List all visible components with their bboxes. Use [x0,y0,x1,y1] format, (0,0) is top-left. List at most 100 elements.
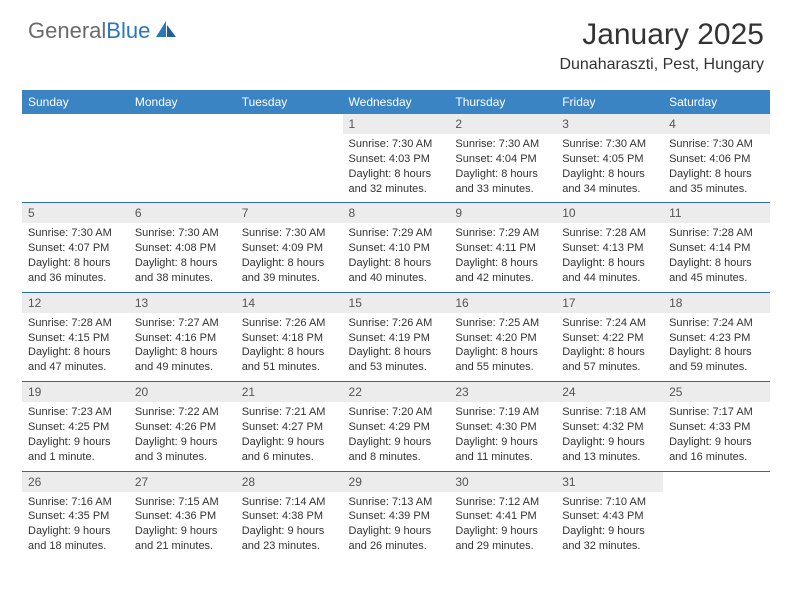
calendar-cell [22,114,129,203]
day-body: Sunrise: 7:12 AMSunset: 4:41 PMDaylight:… [449,492,556,560]
sunset-line: Sunset: 4:10 PM [349,241,444,256]
calendar-head: Sunday Monday Tuesday Wednesday Thursday… [22,90,770,114]
sunrise-line: Sunrise: 7:15 AM [135,495,230,510]
calendar-cell: 5 Sunrise: 7:30 AMSunset: 4:07 PMDaylight… [22,203,129,292]
sunset-line: Sunset: 4:29 PM [349,420,444,435]
day1-line: Daylight: 8 hours [455,345,550,360]
calendar-row: 5Sunrise: 7:30 AMSunset: 4:07 PMDaylight… [22,203,770,292]
calendar-cell: 2Sunrise: 7:30 AMSunset: 4:04 PMDaylight… [449,114,556,203]
logo-part1: General [28,18,106,43]
day2-line: and 40 minutes. [349,271,444,286]
day2-line: and 13 minutes. [562,450,657,465]
calendar-cell: 18Sunrise: 7:24 AMSunset: 4:23 PMDayligh… [663,292,770,381]
sunset-line: Sunset: 4:27 PM [242,420,337,435]
day2-line: and 38 minutes. [135,271,230,286]
calendar-table: Sunday Monday Tuesday Wednesday Thursday… [22,90,770,560]
day2-line: and 36 minutes. [28,271,123,286]
sunrise-line: Sunrise: 7:28 AM [669,226,764,241]
day-body: Sunrise: 7:30 AMSunset: 4:05 PMDaylight:… [556,134,663,202]
day-body: Sunrise: 7:20 AMSunset: 4:29 PMDaylight:… [343,402,450,470]
logo-text: GeneralBlue [28,18,150,44]
day2-line: and 47 minutes. [28,360,123,375]
day-body: Sunrise: 7:27 AMSunset: 4:16 PMDaylight:… [129,313,236,381]
day-body: Sunrise: 7:14 AMSunset: 4:38 PMDaylight:… [236,492,343,560]
day-body: Sunrise: 7:15 AMSunset: 4:36 PMDaylight:… [129,492,236,560]
calendar-cell: 25Sunrise: 7:17 AMSunset: 4:33 PMDayligh… [663,382,770,471]
day-body: Sunrise: 7:23 AMSunset: 4:25 PMDaylight:… [22,402,129,470]
calendar-cell: 3Sunrise: 7:30 AMSunset: 4:05 PMDaylight… [556,114,663,203]
sunset-line: Sunset: 4:07 PM [28,241,123,256]
day2-line: and 32 minutes. [562,539,657,554]
day-number: 9 [449,203,556,223]
day2-line: and 6 minutes. [242,450,337,465]
day1-line: Daylight: 8 hours [455,167,550,182]
day1-line: Daylight: 8 hours [28,256,123,271]
sunrise-line: Sunrise: 7:25 AM [455,316,550,331]
day-body: Sunrise: 7:17 AMSunset: 4:33 PMDaylight:… [663,402,770,470]
weekday-header: Sunday [22,90,129,114]
calendar-cell: 9Sunrise: 7:29 AMSunset: 4:11 PMDaylight… [449,203,556,292]
calendar-cell: 8Sunrise: 7:29 AMSunset: 4:10 PMDaylight… [343,203,450,292]
day-number: 26 [22,472,129,492]
day-body: Sunrise: 7:30 AMSunset: 4:09 PMDaylight:… [236,223,343,291]
day-body: Sunrise: 7:10 AMSunset: 4:43 PMDaylight:… [556,492,663,560]
month-title: January 2025 [559,18,764,52]
day-body: Sunrise: 7:25 AMSunset: 4:20 PMDaylight:… [449,313,556,381]
sunset-line: Sunset: 4:25 PM [28,420,123,435]
day-number: 3 [556,114,663,134]
day-number: 1 [343,114,450,134]
day-body: Sunrise: 7:24 AMSunset: 4:23 PMDaylight:… [663,313,770,381]
sunrise-line: Sunrise: 7:29 AM [349,226,444,241]
sunrise-line: Sunrise: 7:30 AM [242,226,337,241]
day2-line: and 44 minutes. [562,271,657,286]
calendar-cell: 26Sunrise: 7:16 AMSunset: 4:35 PMDayligh… [22,471,129,560]
day-number: 20 [129,382,236,402]
sunrise-line: Sunrise: 7:26 AM [242,316,337,331]
day-number: 19 [22,382,129,402]
sunrise-line: Sunrise: 7:30 AM [28,226,123,241]
day2-line: and 18 minutes. [28,539,123,554]
day2-line: and 1 minute. [28,450,123,465]
sunrise-line: Sunrise: 7:24 AM [669,316,764,331]
sunrise-line: Sunrise: 7:12 AM [455,495,550,510]
day-body: Sunrise: 7:30 AMSunset: 4:04 PMDaylight:… [449,134,556,202]
calendar-row: 26Sunrise: 7:16 AMSunset: 4:35 PMDayligh… [22,471,770,560]
day-number: 30 [449,472,556,492]
day-body: Sunrise: 7:29 AMSunset: 4:11 PMDaylight:… [449,223,556,291]
day2-line: and 3 minutes. [135,450,230,465]
calendar-cell: 1Sunrise: 7:30 AMSunset: 4:03 PMDaylight… [343,114,450,203]
calendar-cell: 15Sunrise: 7:26 AMSunset: 4:19 PMDayligh… [343,292,450,381]
location: Dunaharaszti, Pest, Hungary [559,56,764,74]
day-body: Sunrise: 7:28 AMSunset: 4:13 PMDaylight:… [556,223,663,291]
sunrise-line: Sunrise: 7:13 AM [349,495,444,510]
day2-line: and 42 minutes. [455,271,550,286]
day1-line: Daylight: 9 hours [455,524,550,539]
calendar-cell: 7Sunrise: 7:30 AMSunset: 4:09 PMDaylight… [236,203,343,292]
day-body: Sunrise: 7:22 AMSunset: 4:26 PMDaylight:… [129,402,236,470]
sunset-line: Sunset: 4:15 PM [28,331,123,346]
sunrise-line: Sunrise: 7:29 AM [455,226,550,241]
day2-line: and 51 minutes. [242,360,337,375]
day-number: 7 [236,203,343,223]
calendar-cell: 19Sunrise: 7:23 AMSunset: 4:25 PMDayligh… [22,382,129,471]
day1-line: Daylight: 8 hours [562,256,657,271]
day-body: Sunrise: 7:30 AMSunset: 4:08 PMDaylight:… [129,223,236,291]
day-body: Sunrise: 7:30 AMSunset: 4:06 PMDaylight:… [663,134,770,202]
day-body: Sunrise: 7:19 AMSunset: 4:30 PMDaylight:… [449,402,556,470]
day1-line: Daylight: 9 hours [28,435,123,450]
sunrise-line: Sunrise: 7:18 AM [562,405,657,420]
calendar-cell: 10Sunrise: 7:28 AMSunset: 4:13 PMDayligh… [556,203,663,292]
calendar-cell: 16Sunrise: 7:25 AMSunset: 4:20 PMDayligh… [449,292,556,381]
weekday-header: Wednesday [343,90,450,114]
calendar-cell: 27Sunrise: 7:15 AMSunset: 4:36 PMDayligh… [129,471,236,560]
day1-line: Daylight: 8 hours [349,345,444,360]
day-number: 5 [22,203,129,223]
calendar-cell: 11Sunrise: 7:28 AMSunset: 4:14 PMDayligh… [663,203,770,292]
sunset-line: Sunset: 4:43 PM [562,509,657,524]
sunset-line: Sunset: 4:38 PM [242,509,337,524]
sunrise-line: Sunrise: 7:27 AM [135,316,230,331]
calendar-cell: 17Sunrise: 7:24 AMSunset: 4:22 PMDayligh… [556,292,663,381]
day1-line: Daylight: 8 hours [135,345,230,360]
day2-line: and 57 minutes. [562,360,657,375]
day-number: 16 [449,293,556,313]
